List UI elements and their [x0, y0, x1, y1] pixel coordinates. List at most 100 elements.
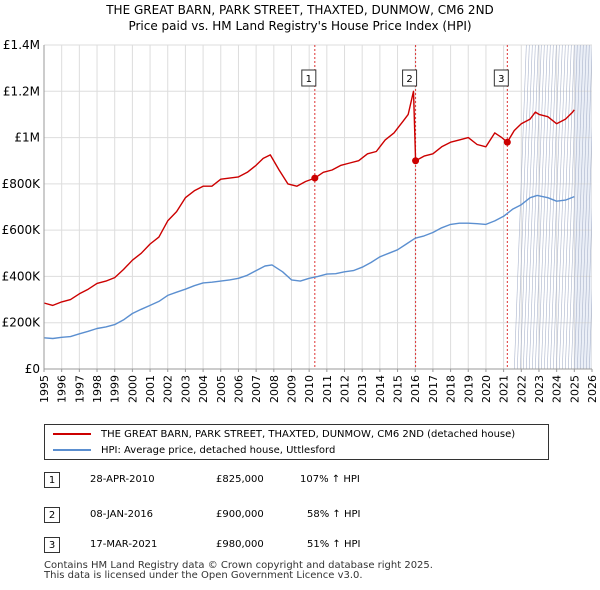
table-row: 1 28-APR-2010 £825,000 107% ↑ HPI	[44, 472, 444, 492]
x-tick-label: 2004	[197, 375, 210, 403]
forecast-hatch	[571, 44, 584, 370]
sale-label-number: 1	[306, 74, 312, 85]
x-tick-label: 2019	[462, 375, 475, 403]
forecast-hatch	[532, 44, 545, 370]
chart-subtitle: Price paid vs. HM Land Registry's House …	[128, 19, 472, 33]
sale-label-box	[402, 69, 418, 87]
sale-price: £825,000	[216, 474, 264, 485]
forecast-hatch	[529, 44, 542, 370]
x-tick-label: 2015	[392, 375, 405, 403]
y-tick-label: £400K	[2, 269, 42, 283]
x-tick-label: 2003	[179, 375, 192, 403]
forecast-hatch	[535, 44, 548, 370]
sale-date: 28-APR-2010	[90, 474, 155, 485]
x-tick-label: 1996	[56, 375, 69, 403]
forecast-hatch	[580, 44, 593, 370]
footer: Contains HM Land Registry data © Crown c…	[44, 561, 433, 581]
y-tick-label: £800K	[2, 177, 42, 191]
forecast-hatch	[574, 44, 587, 370]
forecast-hatch	[550, 44, 563, 370]
forecast-hatch	[523, 44, 536, 370]
forecast-hatch	[544, 44, 557, 370]
sale-number-box: 1	[44, 472, 60, 488]
legend-line-hpi	[53, 449, 91, 451]
legend-item-hpi: HPI: Average price, detached house, Uttl…	[53, 443, 335, 459]
x-tick-label: 2016	[409, 375, 422, 403]
x-tick-label: 2011	[321, 375, 334, 403]
sale-number-box: 2	[44, 507, 60, 523]
forecast-hatch	[562, 44, 575, 370]
table-row: 3 17-MAR-2021 £980,000 51% ↑ HPI	[44, 537, 444, 557]
x-tick-label: 2017	[427, 375, 440, 403]
sale-point	[412, 157, 420, 165]
sale-label-number: 2	[406, 74, 412, 85]
sale-price: £980,000	[216, 539, 264, 550]
table-row: 2 08-JAN-2016 £900,000 58% ↑ HPI	[44, 507, 444, 527]
hpi-line	[43, 194, 575, 340]
forecast-hatch	[568, 44, 581, 370]
forecast-hatch	[520, 44, 533, 370]
legend-item-property: THE GREAT BARN, PARK STREET, THAXTED, DU…	[53, 427, 515, 443]
sale-number-box: 3	[44, 537, 60, 553]
chart-title: THE GREAT BARN, PARK STREET, THAXTED, DU…	[106, 3, 494, 17]
y-tick-label: £1M	[14, 131, 40, 145]
x-tick-label: 2007	[250, 375, 263, 403]
sale-label-box	[301, 69, 317, 87]
x-tick-label: 2001	[144, 375, 157, 403]
x-tick-label: 2002	[162, 375, 175, 403]
x-tick-label: 2009	[285, 375, 298, 403]
x-tick-label: 1995	[38, 375, 51, 403]
y-tick-label: £600K	[2, 223, 42, 237]
forecast-hatch	[565, 44, 578, 370]
sale-point	[311, 174, 319, 182]
legend-label-property: THE GREAT BARN, PARK STREET, THAXTED, DU…	[101, 429, 516, 440]
price-chart: 1 2 3 £0 £200K £400K £600K £800K £1M £1.2M £1.4M 19…	[1, 0, 600, 420]
sale-hpi-change: 58% ↑ HPI	[307, 509, 361, 520]
sale-label-number: 3	[498, 74, 504, 85]
sale-date: 17-MAR-2021	[90, 539, 158, 550]
plot-right-mask	[592, 0, 600, 420]
x-tick-label: 2012	[339, 375, 352, 403]
x-tick-label: 2021	[498, 375, 511, 403]
legend-label-hpi: HPI: Average price, detached house, Uttl…	[101, 445, 336, 456]
sale-price: £900,000	[216, 509, 264, 520]
forecast-hatch	[538, 44, 551, 370]
x-tick-label: 1998	[91, 375, 104, 403]
sale-hpi-change: 51% ↑ HPI	[307, 539, 361, 550]
y-tick-label: £200K	[2, 316, 42, 330]
x-tick-label: 2018	[445, 375, 458, 403]
forecast-hatch	[517, 44, 530, 370]
x-tick-label: 2010	[303, 375, 316, 403]
y-tick-label: £1.4M	[3, 38, 40, 52]
forecast-hatch	[514, 44, 527, 370]
x-tick-label: 2025	[568, 375, 581, 403]
y-tick-label: £0	[25, 362, 40, 376]
forecast-hatch	[553, 44, 566, 370]
x-tick-label: 1999	[109, 375, 122, 403]
forecast-hatch	[547, 44, 560, 370]
sale-label-box	[493, 69, 509, 87]
x-tick-label: 2024	[551, 375, 564, 403]
legend-line-property	[53, 433, 91, 435]
footer-licence: This data is licensed under the Open Gov…	[44, 570, 363, 581]
property-price-line	[43, 90, 575, 307]
x-tick-label: 2014	[374, 375, 387, 403]
forecast-hatch	[556, 44, 569, 370]
forecast-hatch	[541, 44, 554, 370]
x-tick-label: 2005	[215, 375, 228, 403]
x-tick-label: 2006	[232, 375, 245, 403]
footer-copyright: Contains HM Land Registry data © Crown c…	[44, 560, 433, 571]
x-tick-label: 2008	[268, 375, 281, 403]
x-tick-label: 2000	[126, 375, 139, 403]
x-tick-label: 2013	[356, 375, 369, 403]
legend: THE GREAT BARN, PARK STREET, THAXTED, DU…	[44, 424, 549, 460]
sale-hpi-change: 107% ↑ HPI	[300, 474, 360, 485]
x-tick-label: 2020	[480, 375, 493, 403]
y-tick-label: £1.2M	[3, 84, 40, 98]
forecast-hatch	[577, 44, 590, 370]
x-tick-label: 2022	[515, 375, 528, 403]
sale-date: 08-JAN-2016	[90, 509, 154, 520]
forecast-hatch	[559, 44, 572, 370]
x-tick-label: 1997	[73, 375, 86, 403]
sale-point	[503, 138, 511, 146]
